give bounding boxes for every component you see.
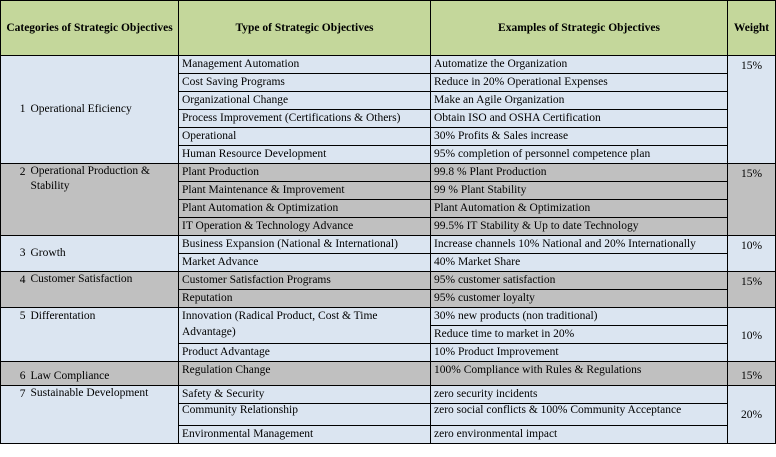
objective-type: Customer Satisfaction Programs [178,271,431,290]
objective-example: 95% customer satisfaction [430,271,728,290]
table-row: Plant Automation & Optimization Plant Au… [1,199,776,218]
category-name: Operational Eficiency [27,55,179,164]
objective-type: Market Advance [178,253,431,272]
objective-example: 95% customer loyalty [430,289,728,308]
category-weight: 15% [727,271,776,308]
table-row: Market Advance 40% Market Share [1,253,776,272]
objective-example: Plant Automation & Optimization [430,199,728,218]
category-weight: 15% [727,55,776,164]
objective-example: 99 % Plant Stability [430,181,728,200]
objective-example: 10% Product Improvement [430,343,728,362]
table-row: Process Improvement (Certifications & Ot… [1,109,776,128]
category-name: Growth [27,235,179,272]
objective-type: Cost Saving Programs [178,73,431,92]
category-number: 2 [0,163,28,236]
category-number: 7 [0,385,28,444]
objective-type: Innovation (Radical Product, Cost & Time… [178,307,431,344]
table-row: Organizational Change Make an Agile Orga… [1,91,776,110]
table-row: 7 Sustainable Development Safety & Secur… [0,385,776,444]
objective-type: Reputation [178,289,431,308]
objective-example: Make an Agile Organization [430,91,728,110]
table-row: 1 Operational Eficiency Management Autom… [0,55,776,164]
category-weight: 20% [727,385,776,444]
objective-example: 30% new products (non traditional) [430,307,728,326]
objective-example: Automatize the Organization [430,55,728,74]
table-row: 6 Law Compliance Regulation Change 100% … [0,361,776,386]
category-name: Differentation [27,307,179,362]
table-row: Cost Saving Programs Reduce in 20% Opera… [1,73,776,92]
objective-example: Increase channels 10% National and 20% I… [430,235,728,254]
header-category: Categories of Strategic Objectives [0,0,179,56]
category-number: 5 [0,307,28,362]
strategic-objectives-table: Categories of Strategic Objectives Type … [0,0,776,444]
objective-type: Plant Automation & Optimization [178,199,431,218]
table-row: 5 Differentation Innovation (Radical Pro… [0,307,776,362]
category-name: Customer Satisfaction [27,271,179,308]
objective-type: Product Advantage [178,343,431,362]
category-number: 6 [0,361,28,386]
objective-example: zero security incidents [430,385,728,404]
objective-type: Organizational Change [178,91,431,110]
objective-example: Reduce time to market in 20% [430,325,728,344]
table-row: Community Relationship zero social confl… [1,403,776,426]
objective-type: Safety & Security [178,385,431,404]
objective-type: Regulation Change [178,361,431,386]
category-number: 4 [0,271,28,308]
objective-example: zero environmental impact [430,425,728,444]
objective-type: IT Operation & Technology Advance [178,217,431,236]
category-number: 3 [0,235,28,272]
objective-example: Obtain ISO and OSHA Certification [430,109,728,128]
category-name: Operational Production & Stability [27,163,179,236]
objective-example: 99.5% IT Stability & Up to date Technolo… [430,217,728,236]
objective-example: 100% Compliance with Rules & Regulations [430,361,728,386]
category-weight: 15% [727,163,776,236]
objective-type: Management Automation [178,55,431,74]
objective-example: 99.8 % Plant Production [430,163,728,182]
objective-type: Human Resource Development [178,145,431,164]
objective-type: Operational [178,127,431,146]
category-number: 1 [0,55,28,164]
objective-type: Community Relationship [178,403,431,426]
objective-type: Environmental Management [178,425,431,444]
header-type: Type of Strategic Objectives [178,0,431,56]
category-weight: 15% [727,361,776,386]
table-row: Environmental Management zero environmen… [1,425,776,444]
category-name: Law Compliance [27,361,179,386]
header-examples: Examples of Strategic Objectives [430,0,728,56]
table-row: 2 Operational Production & Stability Pla… [0,163,776,236]
table-row: Product Advantage 10% Product Improvemen… [1,343,776,362]
table-row: 3 Growth Business Expansion (National & … [0,235,776,272]
category-name: Sustainable Development [27,385,179,444]
header-row: Categories of Strategic Objectives Type … [0,0,776,56]
table-row: Reputation 95% customer loyalty [1,289,776,308]
table-row: Human Resource Development 95% completio… [1,145,776,164]
table-row: Plant Maintenance & Improvement 99 % Pla… [1,181,776,200]
category-weight: 10% [727,307,776,362]
objective-example: 40% Market Share [430,253,728,272]
objective-type: Plant Maintenance & Improvement [178,181,431,200]
objective-example: Reduce in 20% Operational Expenses [430,73,728,92]
category-weight: 10% [727,235,776,272]
objective-type: Business Expansion (National & Internati… [178,235,431,254]
objective-example: zero social conflicts & 100% Community A… [430,403,728,426]
table-row: IT Operation & Technology Advance 99.5% … [1,217,776,236]
table-row: 4 Customer Satisfaction Customer Satisfa… [0,271,776,308]
objective-example: 30% Profits & Sales increase [430,127,728,146]
objective-type: Plant Production [178,163,431,182]
objective-example: 95% completion of personnel competence p… [430,145,728,164]
objective-type: Process Improvement (Certifications & Ot… [178,109,431,128]
header-weight: Weight [727,0,776,56]
